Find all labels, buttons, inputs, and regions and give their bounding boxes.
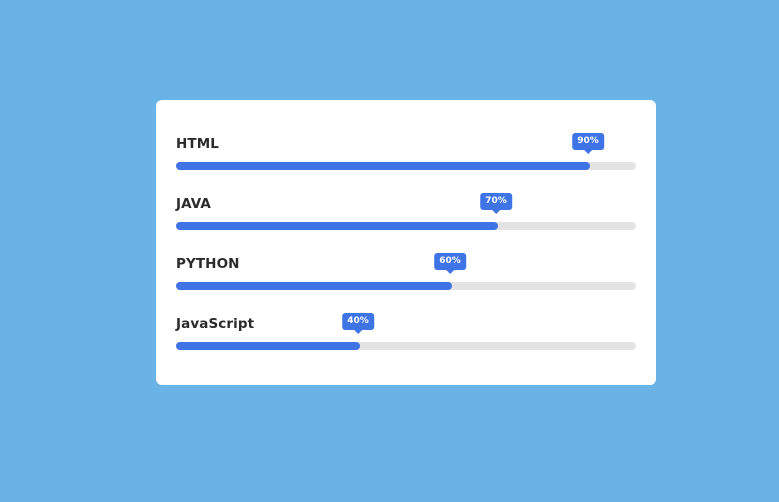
skill-python: PYTHON 60%	[176, 253, 636, 296]
percent-tooltip: 90%	[572, 133, 604, 150]
percent-tooltip: 70%	[480, 193, 512, 210]
skill-name: PYTHON	[176, 256, 240, 272]
progress-track	[176, 162, 636, 170]
progress-fill	[176, 342, 360, 350]
skill-name: JavaScript	[176, 316, 255, 332]
percent-tooltip: 40%	[342, 313, 374, 330]
progress-track	[176, 222, 636, 230]
skill-name: HTML	[176, 136, 219, 152]
skill-java: JAVA 70%	[176, 193, 636, 236]
progress-fill	[176, 222, 498, 230]
progress-fill	[176, 162, 590, 170]
skill-name: JAVA	[176, 196, 211, 212]
skills-card: HTML 90% JAVA 70% PYTHON 60% JavaScript …	[156, 100, 656, 385]
progress-track	[176, 282, 636, 290]
percent-tooltip: 60%	[434, 253, 466, 270]
skill-javascript: JavaScript 40%	[176, 313, 636, 356]
progress-track	[176, 342, 636, 350]
progress-fill	[176, 282, 452, 290]
skill-html: HTML 90%	[176, 133, 636, 176]
